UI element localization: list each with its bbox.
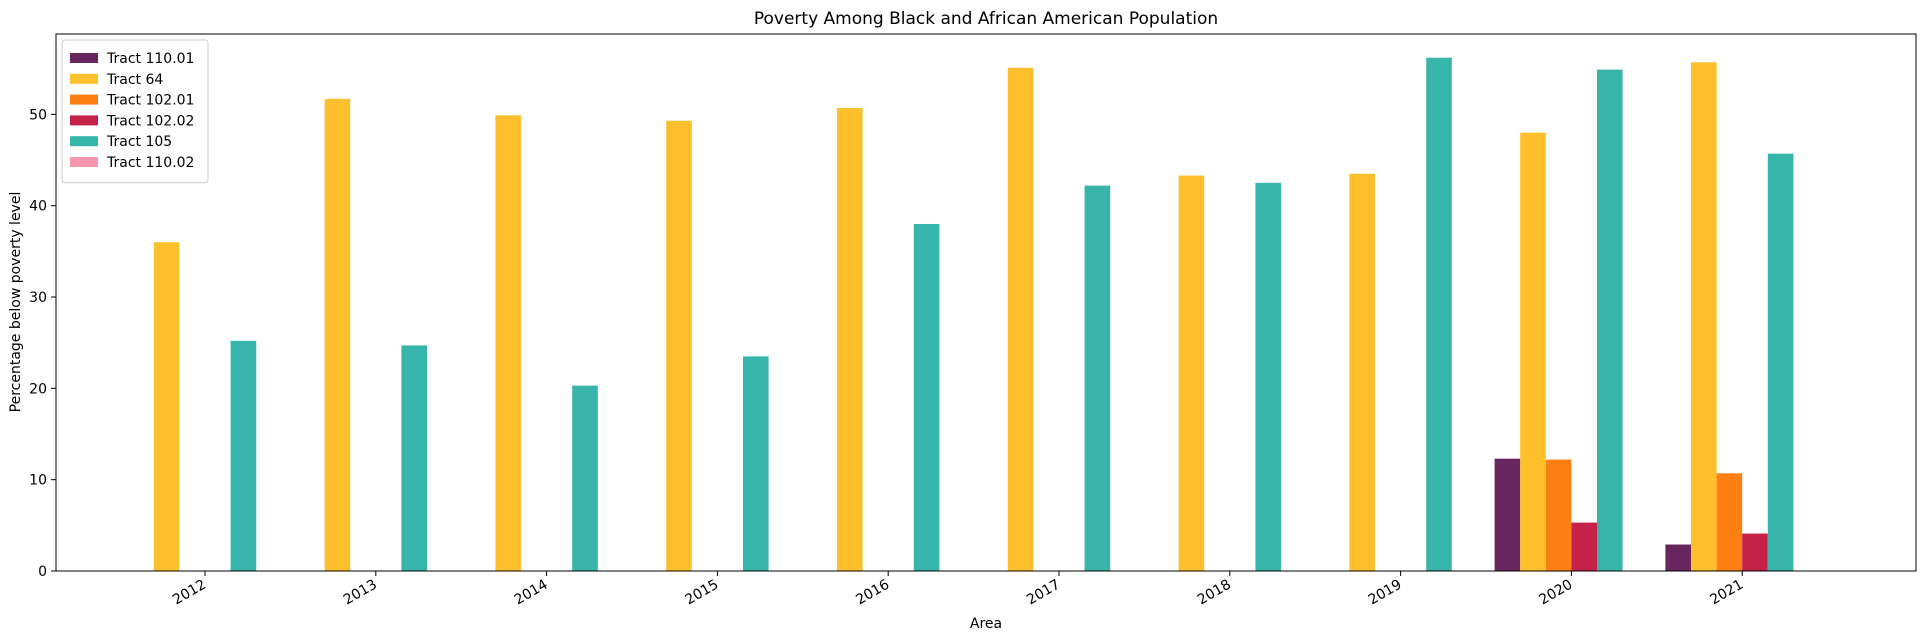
x-tick-label-2019: 2019: [1366, 577, 1405, 609]
bar-tract-64-2019: [1349, 173, 1375, 572]
legend: Tract 110.01 Tract 64 Tract 102.01 Tract 10…: [61, 39, 209, 184]
bar-tract-64-2015: [666, 120, 692, 571]
x-tick-label-2012: 2012: [170, 577, 209, 609]
legend-label-0: Tract 110.01: [106, 51, 194, 67]
bar-tract-110-01-2021: [1665, 544, 1691, 571]
y-tick-label-40: 40: [29, 199, 47, 215]
x-tick-label-2018: 2018: [1195, 577, 1234, 609]
x-tick-label-2013: 2013: [341, 577, 380, 609]
bar-tract-105-2019: [1426, 57, 1452, 572]
bar-tract-110-01-2020: [1494, 458, 1521, 571]
legend-label-4: Tract 105: [106, 134, 172, 150]
legend-swatch-3: [70, 115, 98, 126]
y-tick-label-10: 10: [29, 473, 47, 489]
y-tick-label-0: 0: [38, 564, 47, 580]
plot-frame: [55, 33, 1917, 572]
bar-tract-105-2012: [230, 340, 257, 571]
legend-swatch-0: [70, 53, 98, 63]
y-axis: 0 10 20 30 40 50: [29, 107, 56, 580]
bar-tract-102-01-2020: [1545, 459, 1572, 571]
y-tick-label-20: 20: [29, 381, 47, 397]
legend-label-5: Tract 110.02: [106, 155, 194, 171]
y-tick-label-50: 50: [29, 107, 47, 123]
legend-swatch-4: [70, 136, 98, 147]
bar-tract-64-2017: [1007, 67, 1034, 571]
bar-tract-105-2018: [1255, 182, 1281, 572]
bar-tract-105-2013: [401, 345, 427, 571]
bar-tract-102-02-2021: [1742, 533, 1768, 571]
bar-tract-102-02-2020: [1571, 522, 1597, 571]
y-tick-label-30: 30: [29, 290, 47, 306]
y-axis-label: Percentage below poverty level: [8, 192, 24, 413]
bar-tract-64-2018: [1178, 175, 1205, 571]
bar-tract-105-2015: [743, 356, 769, 571]
x-tick-label-2016: 2016: [853, 577, 892, 609]
bar-tract-64-2012: [153, 242, 180, 571]
chart-title: Poverty Among Black and African American…: [754, 9, 1218, 29]
bar-tract-105-2014: [572, 385, 598, 571]
x-axis: 2012 2013 2014 2015 2016 2017 2018 2019 2020 2021: [170, 571, 1746, 608]
legend-label-3: Tract 102.02: [106, 113, 194, 129]
legend-label-1: Tract 64: [106, 72, 163, 88]
legend-swatch-5: [70, 157, 98, 167]
x-tick-label-2015: 2015: [683, 577, 722, 609]
x-axis-label: Area: [970, 616, 1002, 632]
bar-tract-64-2014: [495, 115, 521, 571]
bar-tract-105-2017: [1084, 185, 1111, 571]
bar-tract-64-2013: [324, 98, 351, 571]
bar-tract-105-2021: [1767, 153, 1794, 571]
x-tick-label-2020: 2020: [1537, 577, 1576, 609]
bar-tract-105-2020: [1597, 69, 1623, 572]
x-tick-label-2014: 2014: [512, 577, 551, 609]
legend-swatch-1: [70, 73, 98, 84]
legend-frame: [61, 39, 209, 184]
x-tick-label-2017: 2017: [1024, 577, 1063, 609]
bar-tract-102-01-2021: [1716, 473, 1743, 571]
bar-tract-64-2021: [1691, 62, 1717, 572]
x-tick-label-2021: 2021: [1707, 577, 1746, 609]
bar-tract-64-2016: [837, 107, 863, 571]
bar-tract-105-2016: [913, 223, 940, 571]
bars-group: [153, 57, 1794, 572]
bar-tract-64-2020: [1520, 132, 1546, 571]
legend-swatch-2: [70, 94, 98, 105]
legend-label-2: Tract 102.01: [106, 93, 194, 109]
